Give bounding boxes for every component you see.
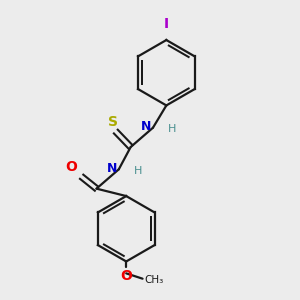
Text: CH₃: CH₃ [144, 274, 163, 285]
Text: S: S [108, 115, 118, 129]
Text: I: I [164, 17, 169, 31]
Text: N: N [141, 120, 152, 133]
Text: H: H [134, 166, 142, 176]
Text: H: H [168, 124, 176, 134]
Text: O: O [65, 160, 77, 174]
Text: N: N [107, 162, 117, 175]
Text: O: O [120, 269, 132, 283]
